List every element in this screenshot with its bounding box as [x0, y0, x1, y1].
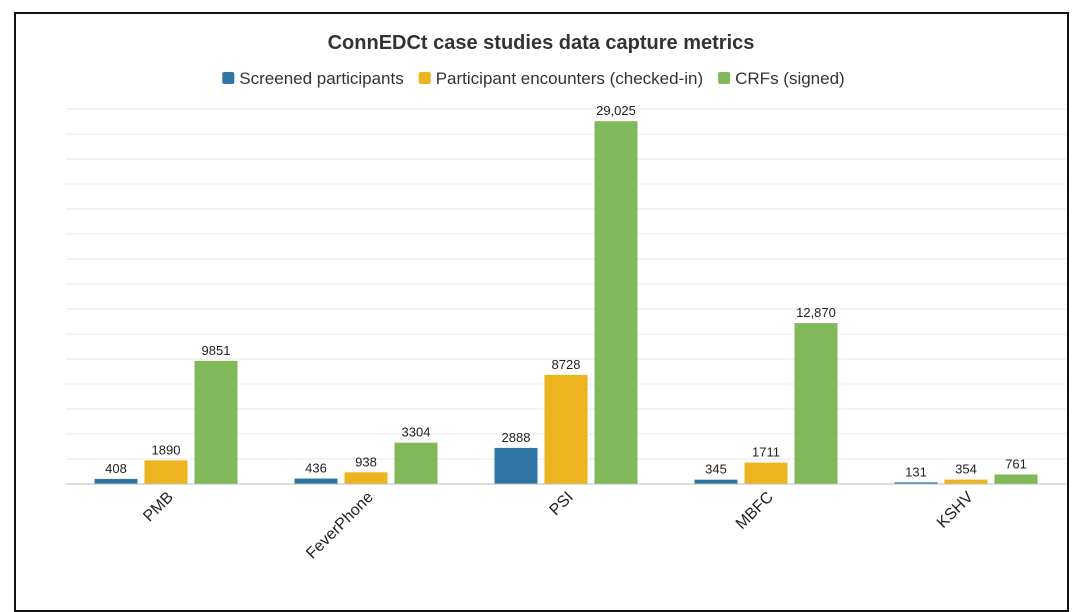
bar[interactable] — [694, 479, 738, 484]
legend-item-label[interactable]: Participant encounters (checked-in) — [436, 69, 703, 88]
data-label: 1711 — [752, 445, 780, 460]
category-label: MBFC — [733, 489, 777, 533]
data-label: 761 — [1005, 456, 1027, 471]
data-label: 436 — [305, 461, 327, 476]
legend-swatch — [418, 72, 431, 84]
data-label: 408 — [105, 461, 127, 476]
bar[interactable] — [344, 472, 388, 484]
data-label: 131 — [905, 464, 927, 479]
chart-title: ConnEDCt case studies data capture metri… — [328, 32, 755, 54]
bar[interactable] — [944, 479, 988, 484]
data-label: 1890 — [152, 442, 181, 457]
data-label: 354 — [955, 462, 977, 477]
data-label: 2888 — [502, 430, 531, 445]
legend-swatch — [222, 72, 235, 84]
bar[interactable] — [394, 442, 438, 484]
data-label: 29,025 — [596, 103, 636, 118]
bar[interactable] — [544, 374, 588, 484]
legend: Screened participants Participant encount… — [222, 69, 845, 88]
legend-item-label[interactable]: Screened participants — [239, 69, 403, 88]
bar[interactable] — [894, 482, 938, 484]
category-label: FeverPhone — [303, 489, 377, 563]
bar[interactable] — [494, 447, 538, 484]
gridlines — [66, 108, 1066, 460]
data-labels: 408 1890 9851 436 938 3304 2888 8728 29,025 345 17… — [105, 103, 1027, 479]
category-labels: PMB FeverPhone PSI MBFC KSHV — [140, 489, 977, 563]
bar[interactable] — [994, 474, 1038, 484]
data-label: 12,870 — [796, 305, 836, 320]
bar[interactable] — [794, 323, 838, 484]
bar[interactable] — [144, 460, 188, 484]
category-label: PMB — [140, 489, 177, 526]
bar-chart: ConnEDCt case studies data capture metri… — [66, 32, 1066, 563]
data-label: 3304 — [402, 425, 431, 440]
bar[interactable] — [194, 360, 238, 484]
bar[interactable] — [594, 121, 638, 484]
bar[interactable] — [744, 462, 788, 484]
chart-frame — [14, 12, 1069, 612]
category-label: KSHV — [934, 489, 977, 532]
bar[interactable] — [294, 478, 338, 484]
data-label: 9851 — [202, 343, 231, 358]
bars — [94, 121, 1038, 484]
category-label: PSI — [547, 489, 577, 519]
bar[interactable] — [94, 478, 138, 484]
legend-swatch — [718, 72, 731, 84]
data-label: 938 — [355, 454, 377, 469]
legend-item-label[interactable]: CRFs (signed) — [735, 69, 845, 88]
data-label: 345 — [705, 462, 727, 477]
data-label: 8728 — [552, 357, 581, 372]
